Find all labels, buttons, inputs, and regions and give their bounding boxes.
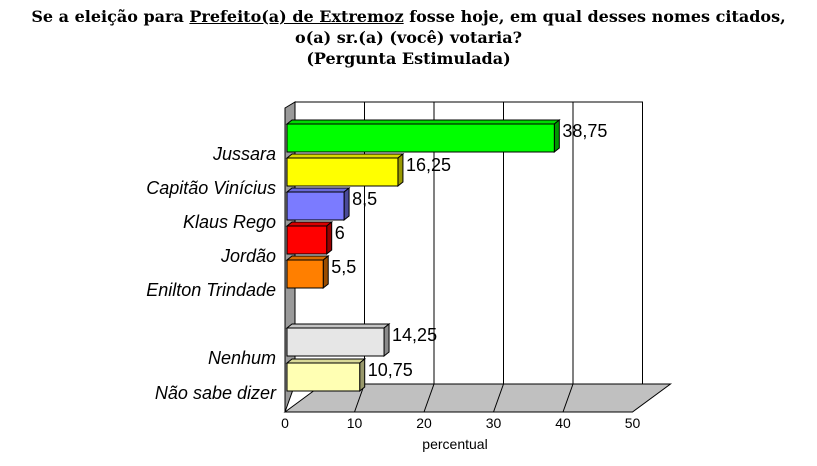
bar-top-klaus-rego	[285, 187, 351, 193]
category-label-jussara: Jussara	[212, 144, 276, 164]
bar-front-jussara	[286, 123, 555, 153]
bar-jordao	[285, 220, 334, 256]
value-label-capitao-vinicius: 16,25	[406, 155, 451, 175]
value-label-nao-sabe-dizer: 10,75	[368, 360, 413, 380]
bar-nao-sabe-dizer	[285, 357, 367, 393]
bar-klaus-rego	[285, 186, 351, 222]
bar-side-jussara	[553, 118, 560, 154]
bar-top-enilton-trindade	[285, 255, 330, 261]
floor-gridline-30	[493, 383, 504, 413]
x-axis-title: percentual	[422, 436, 487, 452]
floor-gridline-40	[562, 383, 574, 413]
bar-top-capitao-vinicius	[285, 153, 405, 159]
bar-capitao-vinicius	[285, 152, 405, 188]
x-tick-label-20: 20	[416, 415, 432, 431]
x-tick-label-40: 40	[555, 415, 571, 431]
bar-front-jordao	[286, 225, 328, 255]
value-label-jordao: 6	[335, 223, 345, 243]
chart-tick-labels: 0 10 20 30 40 50	[281, 415, 640, 431]
bar-jussara	[285, 118, 561, 154]
bar-top-jussara	[285, 119, 561, 125]
category-label-capitao-vinicius: Capitão Vinícius	[146, 178, 276, 198]
value-label-enilton-trindade: 5,5	[331, 257, 356, 277]
bar-front-enilton-trindade	[286, 259, 324, 289]
chart-bars	[285, 118, 561, 393]
bar-side-capitao-vinicius	[397, 152, 404, 188]
bar-front-nenhum	[286, 327, 385, 357]
bar-front-klaus-rego	[286, 191, 345, 221]
x-tick-label-50: 50	[625, 415, 641, 431]
bar-front-nao-sabe-dizer	[286, 362, 361, 392]
bar-enilton-trindade	[285, 254, 330, 290]
title-line-3: (Pergunta Estimulada)	[306, 49, 511, 68]
bar-top-jordao	[285, 221, 334, 227]
bar-front-capitao-vinicius	[286, 157, 399, 187]
title-line-1: Se a eleição para Prefeito(a) de Extremo…	[31, 7, 786, 26]
bar-side-nao-sabe-dizer	[359, 357, 366, 393]
bar-side-klaus-rego	[343, 186, 350, 222]
category-label-nao-sabe-dizer: Não sabe dizer	[155, 383, 277, 403]
title-line-2: o(a) sr.(a) (você) votaria?	[295, 28, 522, 47]
bar-side-nenhum	[383, 322, 390, 358]
bar-side-jordao	[326, 220, 333, 256]
x-tick-label-0: 0	[281, 415, 289, 431]
category-label-enilton-trindade: Enilton Trindade	[146, 280, 276, 300]
value-label-nenhum: 14,25	[392, 325, 437, 345]
bar-top-nenhum	[285, 323, 391, 329]
x-tick-label-30: 30	[486, 415, 502, 431]
category-label-jordao: Jordão	[220, 246, 276, 266]
chart-title: Se a eleição para Prefeito(a) de Extremo…	[0, 6, 817, 69]
chart-labels: 38,75 Jussara 16,25 Capitão Vinícius 8,5 Klau…	[146, 121, 607, 403]
value-label-jussara: 38,75	[562, 121, 607, 141]
chart-floor	[283, 383, 673, 413]
category-label-klaus-rego: Klaus Rego	[183, 212, 276, 232]
category-label-nenhum: Nenhum	[208, 348, 276, 368]
floor-gridline-20	[423, 383, 435, 413]
x-tick-label-10: 10	[347, 415, 363, 431]
bar-side-enilton-trindade	[322, 254, 329, 290]
bar-top-nao-sabe-dizer	[285, 358, 367, 364]
value-label-klaus-rego: 8,5	[352, 189, 377, 209]
bar-nenhum	[285, 322, 391, 358]
